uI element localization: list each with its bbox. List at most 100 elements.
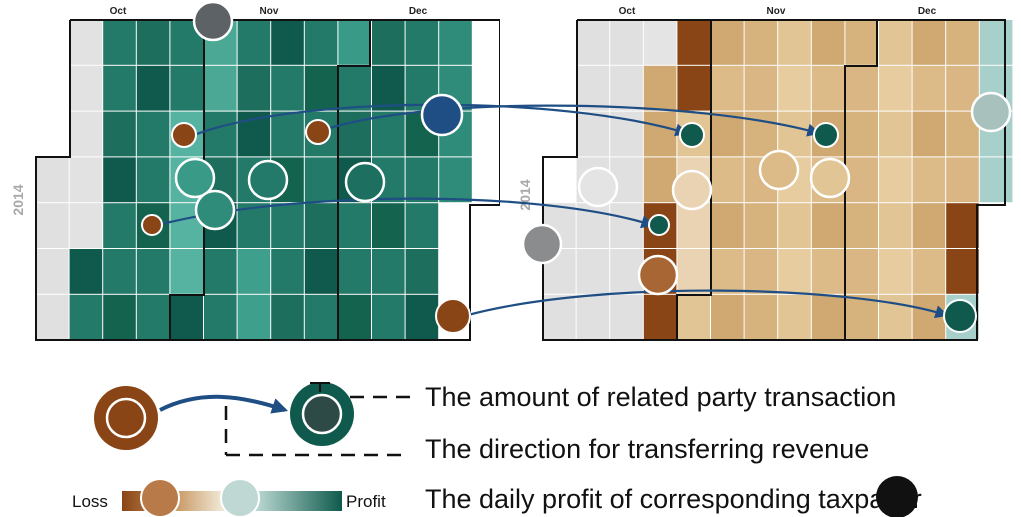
neutral-node[interactable] (758, 149, 800, 191)
calendar-day-cell[interactable] (744, 249, 778, 294)
calendar-day-cell[interactable] (439, 20, 472, 65)
calendar-day-cell[interactable] (338, 294, 371, 340)
calendar-day-cell[interactable] (136, 249, 170, 294)
calendar-day-cell[interactable] (711, 157, 744, 203)
calendar-day-cell[interactable] (338, 20, 371, 65)
calendar-day-cell[interactable] (103, 111, 136, 157)
calendar-day-cell[interactable] (338, 65, 371, 111)
calendar-day-cell[interactable] (405, 157, 439, 203)
calendar-day-cell[interactable] (879, 65, 912, 111)
calendar-day-cell[interactable] (778, 294, 811, 340)
calendar-day-cell[interactable] (711, 249, 744, 294)
calendar-day-cell[interactable] (136, 20, 170, 65)
calendar-day-cell[interactable] (711, 294, 744, 340)
calendar-day-cell[interactable] (610, 294, 643, 340)
profit-node[interactable] (247, 159, 289, 201)
calendar-day-cell[interactable] (372, 249, 405, 294)
calendar-day-cell[interactable] (204, 111, 237, 157)
calendar-day-cell[interactable] (136, 111, 170, 157)
calendar-day-cell[interactable] (103, 249, 136, 294)
calendar-day-cell[interactable] (744, 203, 778, 248)
calendar-day-cell[interactable] (811, 249, 845, 294)
calendar-day-cell[interactable] (103, 157, 136, 203)
calendar-day-cell[interactable] (879, 111, 912, 157)
calendar-day-cell[interactable] (103, 65, 136, 111)
calendar-day-cell[interactable] (778, 203, 811, 248)
calendar-day-cell[interactable] (643, 20, 677, 65)
calendar-day-cell[interactable] (946, 249, 979, 294)
calendar-day-cell[interactable] (372, 294, 405, 340)
calendar-day-cell[interactable] (405, 294, 439, 340)
calendar-day-cell[interactable] (69, 294, 103, 340)
calendar-day-cell[interactable] (271, 111, 304, 157)
calendar-day-cell[interactable] (304, 20, 338, 65)
calendar-day-cell[interactable] (338, 203, 371, 248)
neutral-node[interactable] (521, 223, 563, 265)
calendar-day-cell[interactable] (778, 111, 811, 157)
calendar-day-cell[interactable] (304, 294, 338, 340)
calendar-day-cell[interactable] (576, 65, 610, 111)
calendar-day-cell[interactable] (711, 65, 744, 111)
calendar-day-cell[interactable] (36, 203, 69, 248)
calendar-day-cell[interactable] (103, 203, 136, 248)
calendar-day-cell[interactable] (845, 157, 878, 203)
calendar-day-cell[interactable] (711, 203, 744, 248)
profit-node[interactable] (648, 214, 670, 236)
calendar-day-cell[interactable] (576, 20, 610, 65)
calendar-day-cell[interactable] (744, 294, 778, 340)
calendar-day-cell[interactable] (576, 294, 610, 340)
calendar-day-cell[interactable] (912, 203, 946, 248)
calendar-day-cell[interactable] (237, 203, 271, 248)
calendar-day-cell[interactable] (136, 157, 170, 203)
calendar-day-cell[interactable] (271, 249, 304, 294)
calendar-day-cell[interactable] (811, 65, 845, 111)
calendar-day-cell[interactable] (744, 65, 778, 111)
loss-node[interactable] (141, 214, 163, 236)
calendar-day-cell[interactable] (912, 111, 946, 157)
calendar-day-cell[interactable] (439, 157, 472, 203)
calendar-day-cell[interactable] (946, 157, 979, 203)
calendar-day-cell[interactable] (237, 65, 271, 111)
calendar-day-cell[interactable] (643, 65, 677, 111)
calendar-day-cell[interactable] (304, 203, 338, 248)
calendar-day-cell[interactable] (237, 20, 271, 65)
calendar-day-cell[interactable] (643, 294, 677, 340)
calendar-day-cell[interactable] (372, 65, 405, 111)
calendar-day-cell[interactable] (372, 203, 405, 248)
calendar-day-cell[interactable] (271, 294, 304, 340)
calendar-day-cell[interactable] (405, 203, 439, 248)
calendar-day-cell[interactable] (69, 65, 103, 111)
calendar-day-cell[interactable] (304, 157, 338, 203)
calendar-day-cell[interactable] (811, 203, 845, 248)
calendar-day-cell[interactable] (36, 294, 69, 340)
profit-node[interactable] (194, 189, 236, 231)
calendar-day-cell[interactable] (69, 20, 103, 65)
calendar-day-cell[interactable] (136, 294, 170, 340)
neutral-node[interactable] (671, 169, 713, 211)
calendar-day-cell[interactable] (677, 203, 710, 248)
calendar-day-cell[interactable] (372, 20, 405, 65)
profit-node[interactable] (344, 161, 386, 203)
profit-node[interactable] (813, 122, 839, 148)
calendar-day-cell[interactable] (879, 249, 912, 294)
calendar-day-cell[interactable] (170, 294, 203, 340)
calendar-day-cell[interactable] (610, 20, 643, 65)
calendar-day-cell[interactable] (304, 249, 338, 294)
calendar-day-cell[interactable] (170, 65, 203, 111)
calendar-day-cell[interactable] (69, 157, 103, 203)
calendar-day-cell[interactable] (372, 111, 405, 157)
calendar-day-cell[interactable] (879, 20, 912, 65)
calendar-day-cell[interactable] (677, 294, 710, 340)
neutral-node[interactable] (577, 166, 619, 208)
calendar-day-cell[interactable] (204, 65, 237, 111)
calendar-day-cell[interactable] (271, 65, 304, 111)
calendar-day-cell[interactable] (912, 20, 946, 65)
calendar-day-cell[interactable] (778, 65, 811, 111)
calendar-day-cell[interactable] (811, 20, 845, 65)
calendar-day-cell[interactable] (204, 294, 237, 340)
calendar-day-cell[interactable] (103, 20, 136, 65)
calendar-day-cell[interactable] (778, 20, 811, 65)
calendar-day-cell[interactable] (576, 249, 610, 294)
profit-node[interactable] (174, 157, 216, 199)
calendar-day-cell[interactable] (304, 65, 338, 111)
